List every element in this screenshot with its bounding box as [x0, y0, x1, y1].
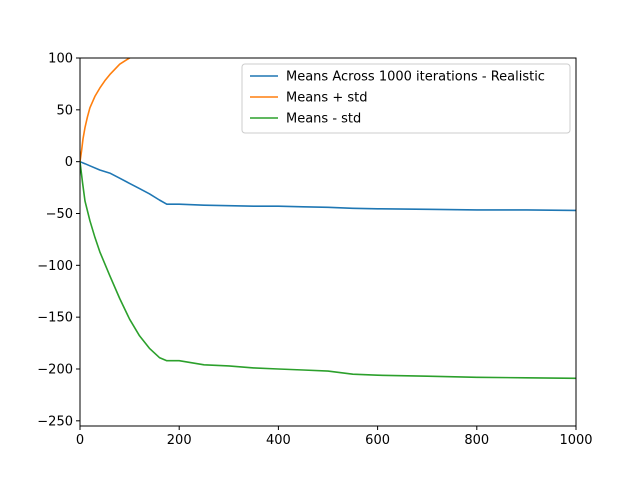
y-tick-label: −250 — [37, 414, 73, 429]
y-tick-label: −150 — [37, 311, 73, 326]
y-tick-label: −200 — [37, 362, 73, 377]
legend-label-0: Means Across 1000 iterations - Realistic — [286, 70, 545, 85]
y-tick-label: 100 — [48, 52, 73, 67]
x-tick-label: 1000 — [559, 433, 592, 448]
y-tick-label: −100 — [37, 259, 73, 274]
x-tick-label: 400 — [266, 433, 291, 448]
x-tick-label: 0 — [76, 433, 84, 448]
axes-frame — [79, 57, 577, 427]
x-tick-label: 600 — [365, 433, 390, 448]
series-line-0 — [80, 160, 576, 212]
y-tick-label: −50 — [46, 207, 73, 222]
legend-label-1: Means + std — [286, 91, 367, 106]
series-line-1 — [80, 58, 131, 163]
legend-box — [241, 63, 571, 134]
y-tick-label: 0 — [65, 155, 73, 170]
legend-label-2: Means - std — [286, 112, 361, 127]
series-layer — [80, 58, 576, 380]
x-tick-label: 200 — [167, 433, 192, 448]
x-tick-label: 800 — [464, 433, 489, 448]
y-tick-label: 50 — [56, 103, 73, 118]
legend: Means Across 1000 iterations - Realistic… — [241, 63, 571, 134]
axes: 0 200 400 600 800 1000 100 50 0 −50 −100 −150 −200 −2… — [37, 52, 592, 449]
series-line-2 — [80, 160, 576, 380]
